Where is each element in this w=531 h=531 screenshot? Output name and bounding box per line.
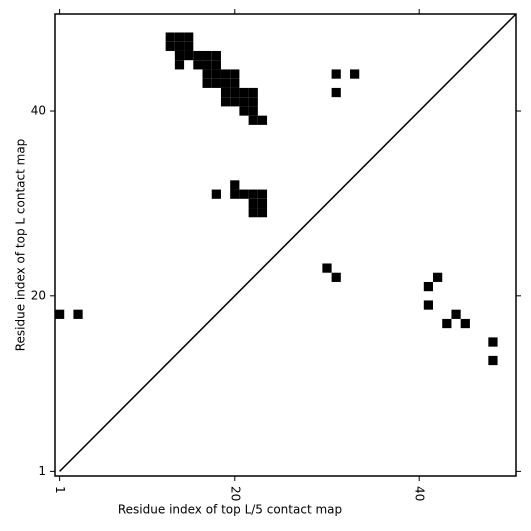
contact-cell <box>350 69 360 79</box>
contact-cell <box>488 337 498 347</box>
x-tick-label: 20 <box>228 486 242 501</box>
contact-cell <box>230 180 240 190</box>
x-tick-label: 1 <box>53 486 67 494</box>
contact-cell <box>257 198 268 209</box>
contact-cell <box>202 50 212 61</box>
contact-cell <box>230 189 240 199</box>
contact-cell <box>423 300 434 310</box>
contact-cell <box>331 272 341 282</box>
contact-cell <box>257 208 268 218</box>
x-axis-label: Residue index of top L/5 contact map <box>118 503 342 517</box>
contact-cell <box>202 60 212 70</box>
contact-cell <box>423 281 434 292</box>
contact-cell <box>230 97 240 107</box>
contact-cell <box>202 78 212 88</box>
contact-cell <box>193 60 203 70</box>
contact-cell <box>211 60 221 70</box>
contact-cell <box>55 309 65 319</box>
contact-cell <box>257 115 268 125</box>
contact-cell <box>211 50 221 61</box>
contact-cell <box>239 87 249 98</box>
contact-cell <box>331 87 341 98</box>
contact-cell <box>174 50 185 61</box>
contact-cell <box>230 87 240 98</box>
contact-cell <box>211 69 221 79</box>
contact-cell <box>220 78 231 88</box>
y-tick-label: 20 <box>31 288 46 302</box>
contact-cell <box>322 263 332 273</box>
x-tick-label: 40 <box>413 486 427 501</box>
contact-cell <box>193 50 203 61</box>
contact-cell <box>165 32 175 42</box>
contact-cell <box>248 198 258 209</box>
contact-cell <box>257 189 268 199</box>
contact-cell <box>230 78 240 88</box>
contact-cell <box>442 318 452 329</box>
contact-cell <box>211 78 221 88</box>
y-tick-label: 1 <box>38 464 46 478</box>
contact-cell <box>184 50 194 61</box>
contact-cell <box>248 115 258 125</box>
contact-cell <box>230 69 240 79</box>
contact-cell <box>433 272 443 282</box>
contact-cell <box>248 97 258 107</box>
contact-cell <box>220 97 231 107</box>
contact-cell <box>174 60 185 70</box>
contact-cell <box>239 106 249 116</box>
contact-cell <box>73 309 83 319</box>
contact-cell <box>165 41 175 51</box>
contact-cell <box>174 41 185 51</box>
contact-cell <box>239 189 249 199</box>
contact-cell <box>174 32 185 42</box>
contact-cell <box>239 97 249 107</box>
plot-frame <box>54 13 517 477</box>
contact-cell <box>220 87 231 98</box>
contact-cell <box>248 189 258 199</box>
y-axis-label: Residue index of top L contact map <box>14 139 28 352</box>
contact-cell <box>248 106 258 116</box>
contact-cell <box>248 87 258 98</box>
y-tick-label: 40 <box>31 104 46 118</box>
contact-cell <box>184 32 194 42</box>
contact-cell <box>451 309 461 319</box>
contact-cell <box>248 208 258 218</box>
contact-cell <box>488 355 498 366</box>
contact-cell <box>331 69 341 79</box>
contact-cell <box>184 41 194 51</box>
contact-cell <box>460 318 470 329</box>
contact-cell <box>202 69 212 79</box>
contact-cell <box>211 189 221 199</box>
diagonal-line <box>59 13 517 472</box>
contact-cell <box>220 69 231 79</box>
